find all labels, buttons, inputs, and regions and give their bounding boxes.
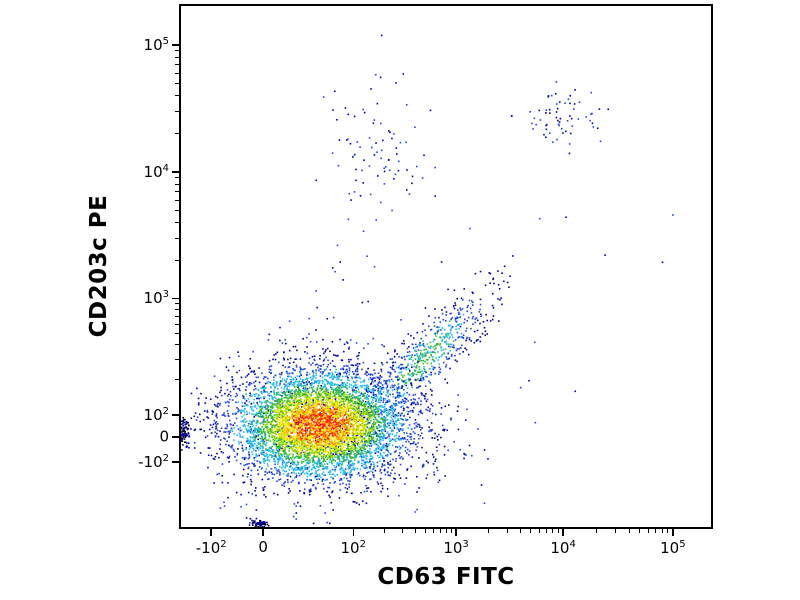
- x-minor-tick-mark: [506, 529, 508, 533]
- x-minor-tick-mark: [546, 529, 548, 533]
- x-major-tick-mark: [210, 529, 212, 536]
- y-major-tick-mark: [172, 436, 179, 438]
- y-minor-tick-mark: [175, 177, 179, 179]
- x-minor-tick-mark: [439, 529, 441, 533]
- x-minor-tick-mark: [530, 529, 532, 533]
- y-minor-tick-mark: [175, 199, 179, 201]
- y-minor-tick-mark: [175, 64, 179, 66]
- y-minor-tick-mark: [175, 133, 179, 135]
- x-minor-tick-mark: [487, 529, 489, 533]
- y-minor-tick-mark: [175, 209, 179, 211]
- scatter-density-canvas: [181, 6, 711, 527]
- y-tick-label: -102: [138, 452, 169, 471]
- y-minor-tick-mark: [175, 183, 179, 185]
- plot-frame: [179, 4, 713, 529]
- x-minor-tick-mark: [424, 529, 426, 533]
- x-minor-tick-mark: [557, 529, 559, 533]
- x-minor-tick-mark: [520, 529, 522, 533]
- y-major-tick-mark: [172, 414, 179, 416]
- y-minor-tick-mark: [175, 82, 179, 84]
- x-minor-tick-mark: [450, 529, 452, 533]
- y-minor-tick-mark: [175, 315, 179, 317]
- x-major-tick-mark: [455, 529, 457, 536]
- y-minor-tick-mark: [175, 309, 179, 311]
- y-tick-label: 103: [143, 289, 169, 308]
- y-minor-tick-mark: [175, 332, 179, 334]
- y-minor-tick-mark: [175, 111, 179, 113]
- x-minor-tick-mark: [538, 529, 540, 533]
- y-minor-tick-mark: [175, 259, 179, 261]
- x-major-tick-mark: [672, 529, 674, 536]
- x-minor-tick-mark: [595, 529, 597, 533]
- y-tick-label: 104: [143, 163, 169, 182]
- x-minor-tick-mark: [628, 529, 630, 533]
- y-minor-tick-mark: [175, 303, 179, 305]
- y-major-tick-mark: [172, 44, 179, 46]
- y-minor-tick-mark: [175, 379, 179, 381]
- y-minor-tick-mark: [175, 56, 179, 58]
- y-axis-label: CD203c PE: [86, 194, 112, 338]
- y-tick-label: 0: [159, 427, 169, 446]
- x-tick-label: -102: [195, 539, 227, 557]
- y-minor-tick-mark: [175, 95, 179, 97]
- x-minor-tick-mark: [648, 529, 649, 533]
- y-major-tick-mark: [172, 297, 179, 300]
- y-minor-tick-mark: [175, 72, 179, 74]
- x-tick-label: 103: [443, 539, 469, 557]
- y-minor-tick-mark: [175, 344, 179, 346]
- x-minor-tick-mark: [552, 529, 554, 533]
- x-tick-label: 0: [258, 538, 268, 556]
- x-minor-tick-mark: [414, 529, 416, 533]
- x-minor-tick-mark: [401, 529, 403, 533]
- y-tick-label: 102: [143, 405, 169, 424]
- y-major-tick-mark: [172, 171, 179, 173]
- x-major-tick-mark: [352, 529, 354, 536]
- x-tick-label: 102: [340, 539, 366, 557]
- x-major-tick-mark: [562, 529, 564, 536]
- x-minor-tick-mark: [655, 529, 657, 533]
- y-minor-tick-mark: [175, 221, 179, 223]
- y-minor-tick-mark: [175, 50, 179, 52]
- x-minor-tick-mark: [383, 529, 385, 533]
- x-major-tick-mark: [262, 529, 264, 536]
- y-tick-label: 105: [143, 36, 169, 55]
- x-minor-tick-mark: [661, 529, 663, 533]
- y-minor-tick-mark: [175, 323, 179, 325]
- y-minor-tick-mark: [175, 237, 179, 239]
- y-minor-tick-mark: [175, 358, 179, 360]
- x-minor-tick-mark: [445, 529, 447, 533]
- x-minor-tick-mark: [614, 529, 616, 533]
- x-axis-label: CD63 FITC: [377, 564, 515, 590]
- x-tick-label: 104: [550, 539, 576, 557]
- y-minor-tick-mark: [175, 191, 179, 193]
- x-minor-tick-mark: [639, 529, 641, 533]
- y-major-tick-mark: [172, 461, 179, 463]
- x-tick-label: 105: [660, 539, 686, 557]
- x-minor-tick-mark: [667, 529, 669, 533]
- x-minor-tick-mark: [432, 529, 434, 533]
